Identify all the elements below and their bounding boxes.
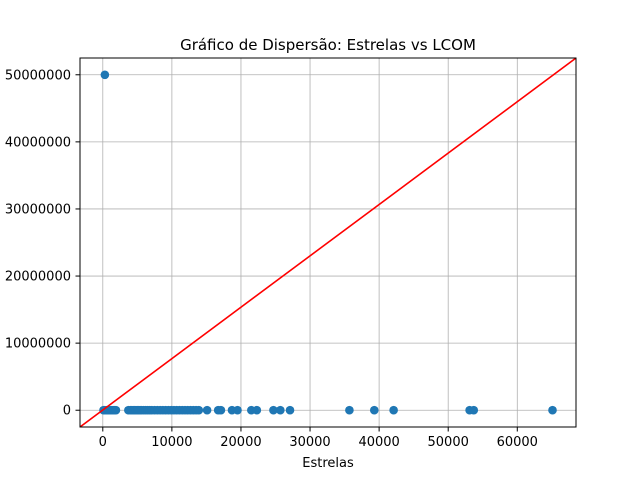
scatter-point	[389, 405, 398, 415]
y-tick-label: 10000000	[5, 337, 71, 352]
x-tick-label: 20000	[220, 435, 261, 450]
y-tick-label: 20000000	[5, 270, 71, 285]
scatter-point	[233, 405, 242, 415]
scatter-point	[194, 405, 204, 415]
y-tick-label: 50000000	[5, 68, 71, 83]
reference-line	[80, 58, 576, 427]
scatter-point	[100, 70, 110, 80]
scatter-point	[469, 405, 479, 415]
scatter-point	[548, 405, 557, 415]
x-tick-label: 50000	[428, 435, 469, 450]
x-tick-label: 30000	[289, 435, 330, 450]
grid-layer	[80, 58, 576, 427]
y-tick-label: 40000000	[5, 135, 71, 150]
scatter-point	[252, 405, 262, 415]
plot-layer	[80, 58, 576, 427]
chart-title: Gráfico de Dispersão: Estrelas vs LCOM	[180, 36, 476, 54]
scatter-point	[345, 405, 354, 415]
plot-frame	[79, 57, 577, 428]
x-tick-label: 60000	[497, 435, 538, 450]
x-tick-label: 0	[99, 435, 107, 450]
x-tick-label: 40000	[358, 435, 399, 450]
scatter-point	[269, 405, 278, 415]
x-tick-label: 10000	[151, 435, 192, 450]
x-axis-label: Estrelas	[302, 456, 354, 471]
y-tick-label: 30000000	[5, 202, 71, 217]
scatter-point	[216, 405, 226, 415]
scatter-point	[285, 405, 295, 415]
scatter-point	[369, 405, 379, 415]
scatter-point	[202, 405, 212, 415]
scatter-point	[276, 405, 285, 415]
y-tick-label: 0	[63, 404, 71, 419]
scatter-point	[111, 405, 121, 415]
axis-layer: 0 10000 20000 30000 40000 50000 60000 0 10000000…	[5, 57, 577, 450]
